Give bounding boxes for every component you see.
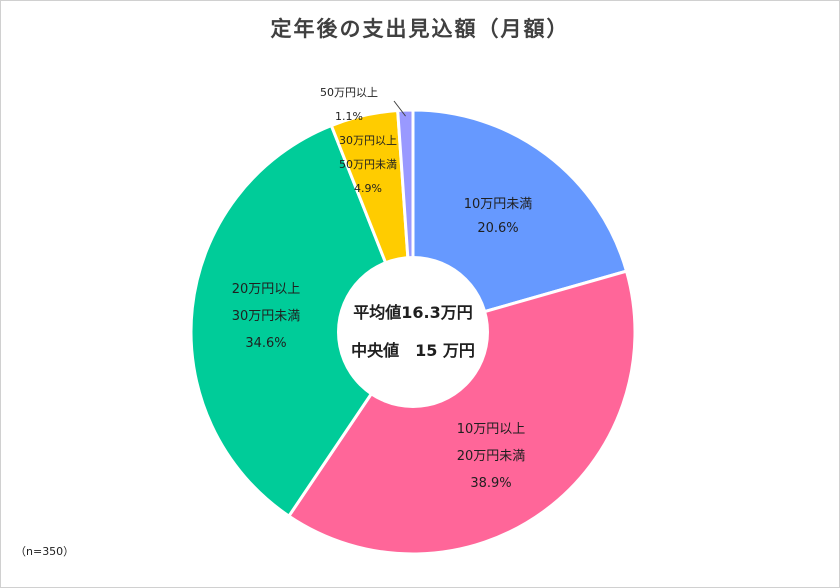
labels-group: 10万円未満 20.6% 10万円以上 20万円未満 38.9% 20万円以上 30万円未満… — [232, 86, 533, 491]
center-median-label: 中央値 15 万円 — [351, 341, 475, 360]
sample-size-note: （n=350） — [15, 545, 75, 558]
chart-title: 定年後の支出見込額（月額） — [270, 17, 570, 41]
slice-label-4-line-1: 1.1% — [335, 110, 363, 123]
slice-label-1-line-1: 20万円未満 — [457, 449, 526, 464]
center-mean-label: 平均値16.3万円 — [353, 303, 472, 322]
slice-label-0-line-1: 20.6% — [477, 221, 518, 236]
slice-label-2-line-1: 30万円未満 — [232, 309, 301, 324]
slice-label-3-line-2: 4.9% — [354, 182, 382, 195]
slice-label-1-line-2: 38.9% — [470, 476, 511, 491]
donut-hole — [337, 256, 489, 408]
slice-1 — [286, 269, 637, 556]
slice-0 — [411, 108, 629, 334]
slice-2 — [189, 123, 415, 519]
slice-label-3-line-1: 50万円未満 — [339, 158, 397, 171]
slice-label-4-line-0: 50万円以上 — [320, 86, 378, 99]
slice-label-2-line-2: 34.6% — [245, 336, 286, 351]
slice-label-3-line-0: 30万円以上 — [339, 134, 397, 147]
slice-label-1-line-0: 10万円以上 — [457, 422, 526, 437]
leader-line-50man — [393, 100, 406, 117]
slice-label-0-line-0: 10万円未満 — [464, 197, 533, 212]
slice-label-2-line-0: 20万円以上 — [232, 282, 301, 297]
